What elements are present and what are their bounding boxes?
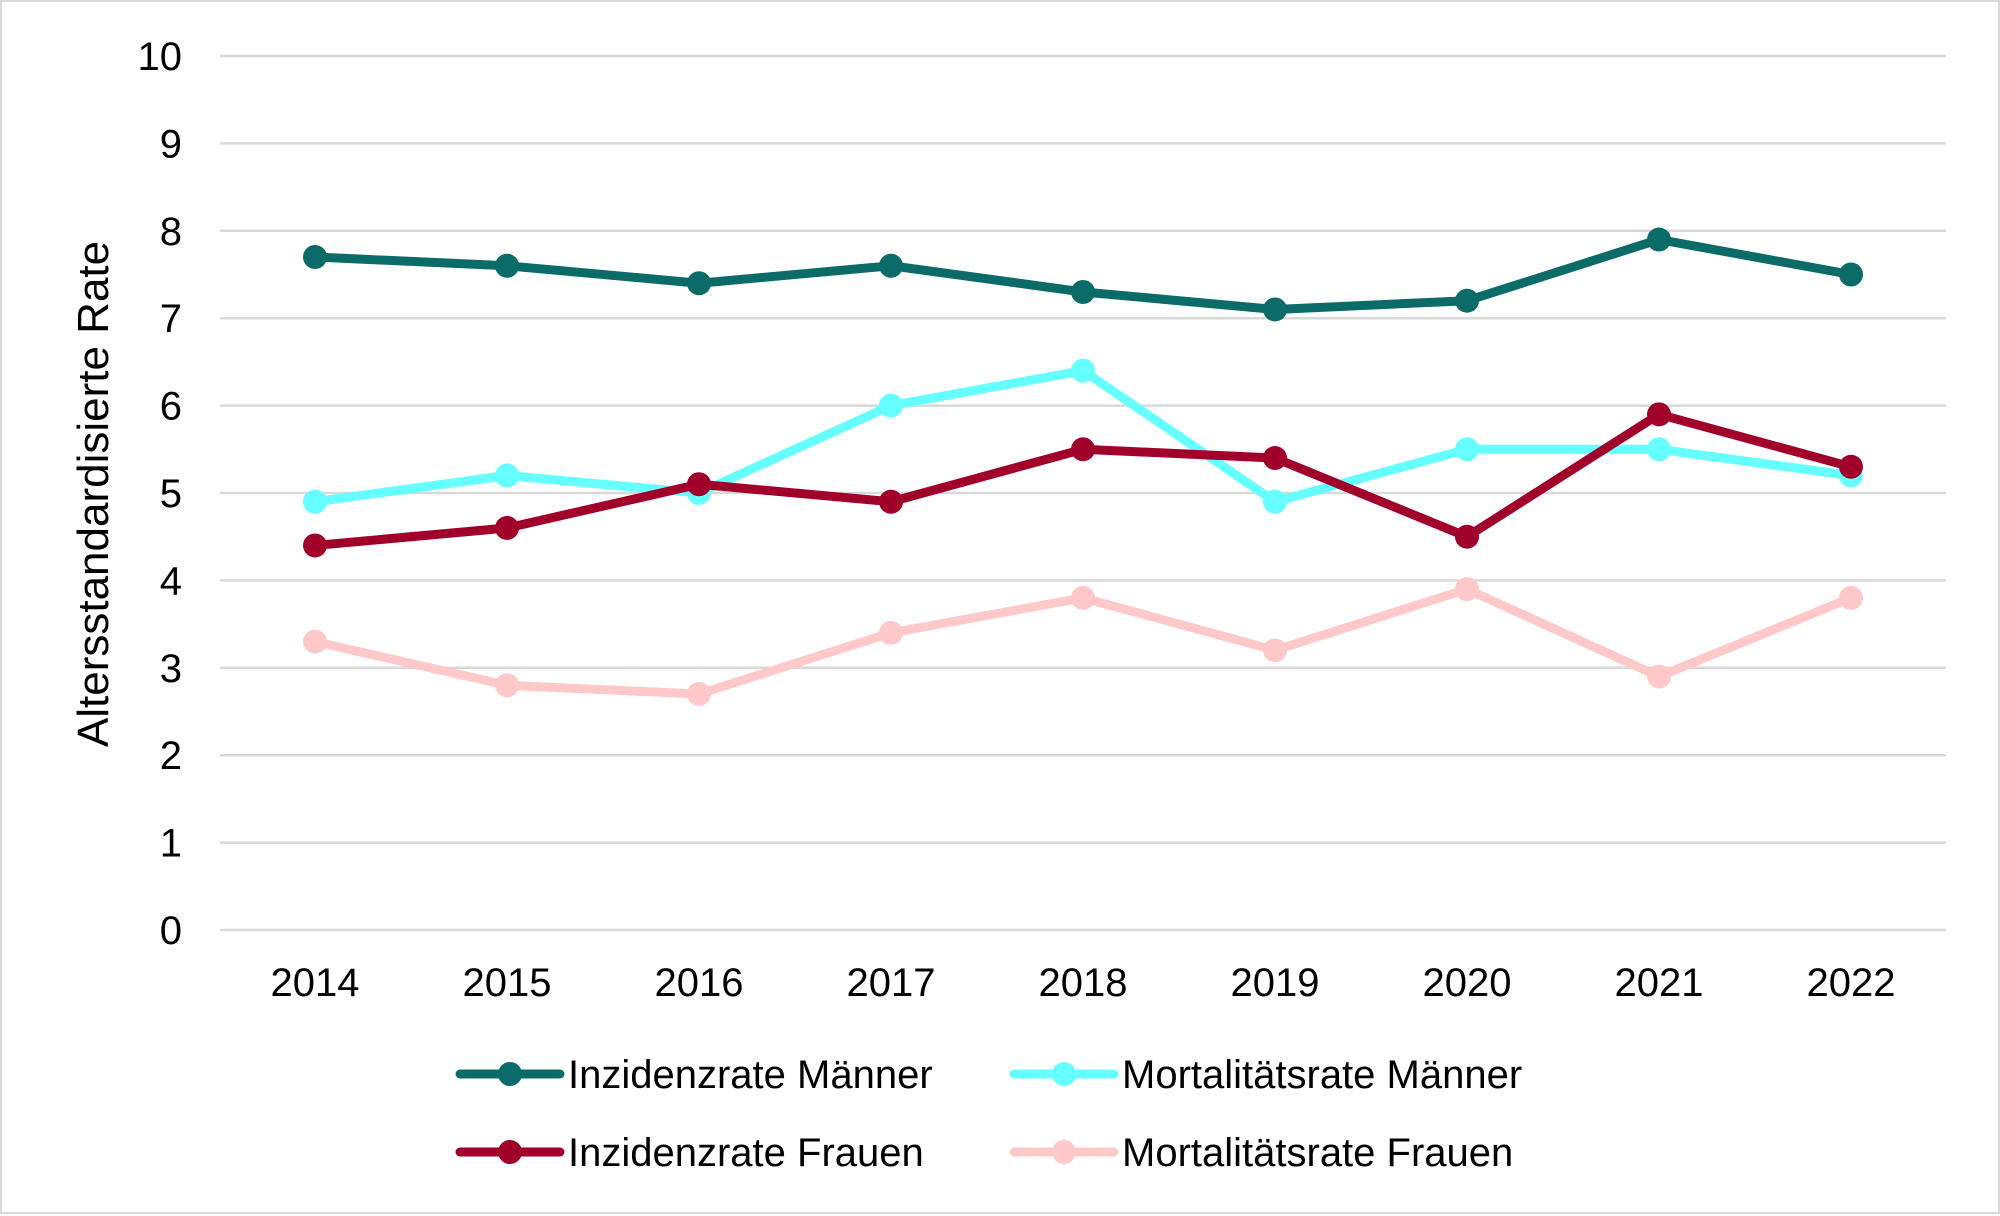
data-point (495, 463, 519, 488)
y-tick-label: 0 (160, 909, 182, 953)
data-point (1647, 664, 1671, 689)
x-tick-label: 2022 (1807, 961, 1896, 1005)
y-tick-label: 2 (160, 734, 182, 778)
series-2 (303, 358, 1863, 514)
legend-label: Mortalitätsrate Frauen (1122, 1131, 1513, 1175)
x-tick-label: 2017 (847, 961, 936, 1005)
legend-item: Mortalitätsrate Männer (1009, 1053, 1522, 1097)
data-point (879, 393, 903, 418)
data-point (1071, 279, 1095, 304)
legend-item: Mortalitätsrate Frauen (1009, 1131, 1513, 1175)
data-point (1071, 358, 1095, 383)
y-tick-label: 1 (160, 822, 182, 866)
legend-swatch-marker (1052, 1140, 1076, 1164)
y-tick-label: 7 (160, 297, 182, 341)
legend-label: Inzidenzrate Frauen (568, 1131, 924, 1175)
y-tick-label: 6 (160, 385, 182, 429)
legend-item: Inzidenzrate Frauen (455, 1131, 924, 1175)
data-point (303, 489, 327, 514)
data-point (1263, 446, 1287, 471)
data-point (1455, 437, 1479, 462)
data-point (1839, 454, 1863, 479)
data-point (1071, 437, 1095, 462)
data-point (879, 489, 903, 514)
data-point (1071, 585, 1095, 610)
legend-swatch-marker (498, 1062, 522, 1086)
legend-label: Mortalitätsrate Männer (1122, 1053, 1522, 1097)
legend-item: Inzidenzrate Männer (455, 1053, 933, 1097)
x-tick-label: 2015 (463, 961, 552, 1005)
series-1 (303, 227, 1863, 322)
data-point (879, 253, 903, 278)
x-tick-label: 2014 (271, 961, 360, 1005)
series-3 (303, 402, 1863, 558)
data-point (303, 245, 327, 270)
y-tick-label: 4 (160, 559, 182, 603)
data-point (303, 629, 327, 654)
y-tick-label: 5 (160, 472, 182, 516)
data-point (687, 472, 711, 497)
data-point (1263, 297, 1287, 322)
x-tick-label: 2018 (1039, 961, 1128, 1005)
series-layer (303, 227, 1863, 707)
data-point (1263, 489, 1287, 514)
legend-swatch-marker (1052, 1062, 1076, 1086)
data-point (1839, 585, 1863, 610)
data-point (1839, 262, 1863, 287)
x-tick-label: 2020 (1423, 961, 1512, 1005)
data-point (879, 620, 903, 645)
x-tick-label: 2021 (1615, 961, 1704, 1005)
y-tick-label: 9 (160, 122, 182, 166)
x-axis-ticks: 2014 2015 2016 2017 2018 2019 2020 2021 2022 (271, 961, 1896, 1005)
data-point (1455, 288, 1479, 313)
x-tick-label: 2016 (655, 961, 744, 1005)
data-point (495, 253, 519, 278)
y-axis-ticks: 0 1 2 3 4 5 6 7 8 9 10 (138, 35, 183, 953)
data-point (495, 515, 519, 540)
y-axis-title: Altersstandardisierte Rate (69, 241, 118, 747)
legend-swatch-marker (498, 1140, 522, 1164)
data-point (687, 682, 711, 707)
y-tick-label: 3 (160, 647, 182, 691)
data-point (495, 673, 519, 698)
data-point (1263, 638, 1287, 663)
data-point (1455, 524, 1479, 549)
series-4 (303, 577, 1863, 707)
legend-label: Inzidenzrate Männer (568, 1053, 933, 1097)
data-point (303, 533, 327, 558)
data-point (1647, 227, 1671, 252)
legend: Inzidenzrate Männer Mortalitätsrate Männe… (455, 1053, 1522, 1175)
y-tick-label: 8 (160, 210, 182, 254)
x-tick-label: 2019 (1231, 961, 1320, 1005)
data-point (1455, 577, 1479, 602)
y-tick-label: 10 (138, 35, 183, 79)
data-point (1647, 402, 1671, 427)
data-point (1647, 437, 1671, 462)
data-point (687, 271, 711, 296)
gridlines (220, 54, 1946, 932)
